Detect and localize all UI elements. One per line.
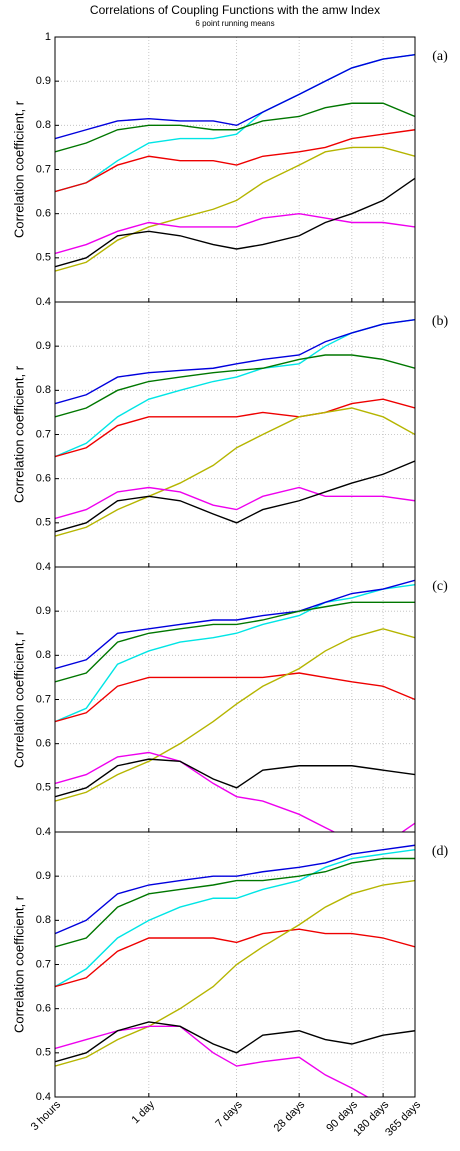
x-tick-label: 3 hours xyxy=(29,1098,64,1133)
y-tick-label: 0.7 xyxy=(36,693,51,705)
series-line xyxy=(55,146,415,272)
series-line xyxy=(55,177,415,268)
y-tick-label: 0.4 xyxy=(36,826,51,838)
y-axis-label: Correlation coefficient, r xyxy=(11,100,26,238)
series-line xyxy=(55,318,415,458)
y-tick-label: 0.5 xyxy=(36,1047,51,1059)
y-tick-label: 0.6 xyxy=(36,208,51,220)
y-tick-label: 0.8 xyxy=(36,119,51,131)
series-line xyxy=(55,583,415,723)
x-tick-label: 7 days xyxy=(213,1098,245,1130)
x-tick-label: 1 day xyxy=(129,1098,157,1126)
panel-label: (d) xyxy=(432,844,449,859)
y-tick-label: 0.9 xyxy=(36,340,51,352)
y-tick-label: 0.5 xyxy=(36,517,51,529)
series-line xyxy=(55,407,415,537)
y-tick-label: 0.9 xyxy=(36,605,51,617)
series-line xyxy=(55,857,415,948)
x-tick-label: 365 days xyxy=(383,1098,423,1138)
series-line xyxy=(55,460,415,533)
series-line xyxy=(55,1021,415,1063)
plot-frame xyxy=(54,831,416,1098)
panel-label: (b) xyxy=(432,314,449,329)
y-axis-label: Correlation coefficient, r xyxy=(11,895,26,1033)
series-line xyxy=(55,672,415,723)
y-tick-label: 0.8 xyxy=(36,384,51,396)
series-line xyxy=(55,398,415,458)
series-line xyxy=(55,628,415,802)
y-tick-label: 0.8 xyxy=(36,914,51,926)
series-line xyxy=(55,848,415,988)
y-tick-label: 0.8 xyxy=(36,649,51,661)
series-line xyxy=(55,928,415,988)
series-line xyxy=(55,601,415,683)
series-line xyxy=(55,354,415,418)
series-line xyxy=(55,129,415,193)
series-line xyxy=(55,53,415,140)
y-tick-label: 0.4 xyxy=(36,1091,51,1103)
y-tick-label: 0.5 xyxy=(36,782,51,794)
panel-label: (c) xyxy=(432,579,448,594)
series-line xyxy=(55,318,415,405)
y-tick-label: 0.7 xyxy=(36,958,51,970)
series-line xyxy=(55,212,415,255)
series-line xyxy=(55,879,415,1067)
x-tick-label: 28 days xyxy=(272,1098,308,1134)
series-line xyxy=(55,102,415,153)
y-tick-label: 0.6 xyxy=(36,1003,51,1015)
y-tick-label: 0.9 xyxy=(36,870,51,882)
y-tick-label: 0.4 xyxy=(36,561,51,573)
series-line xyxy=(55,751,415,832)
y-tick-label: 0.7 xyxy=(36,428,51,440)
panel-label: (a) xyxy=(432,49,448,64)
y-tick-label: 0.7 xyxy=(36,163,51,175)
y-tick-label: 1 xyxy=(45,31,51,43)
series-line xyxy=(55,486,415,520)
series-line xyxy=(55,1025,415,1097)
y-tick-label: 0.9 xyxy=(36,75,51,87)
y-tick-label: 0.4 xyxy=(36,296,51,308)
series-line xyxy=(55,579,415,670)
series-line xyxy=(55,844,415,935)
series-line xyxy=(55,758,415,798)
y-axis-label: Correlation coefficient, r xyxy=(11,630,26,768)
y-tick-label: 0.6 xyxy=(36,473,51,485)
y-axis-label: Correlation coefficient, r xyxy=(11,365,26,503)
y-tick-label: 0.5 xyxy=(36,252,51,264)
chart-title: Correlations of Coupling Functions with … xyxy=(90,3,380,17)
y-tick-label: 0.6 xyxy=(36,738,51,750)
chart-subtitle: 6 point running means xyxy=(195,19,274,28)
